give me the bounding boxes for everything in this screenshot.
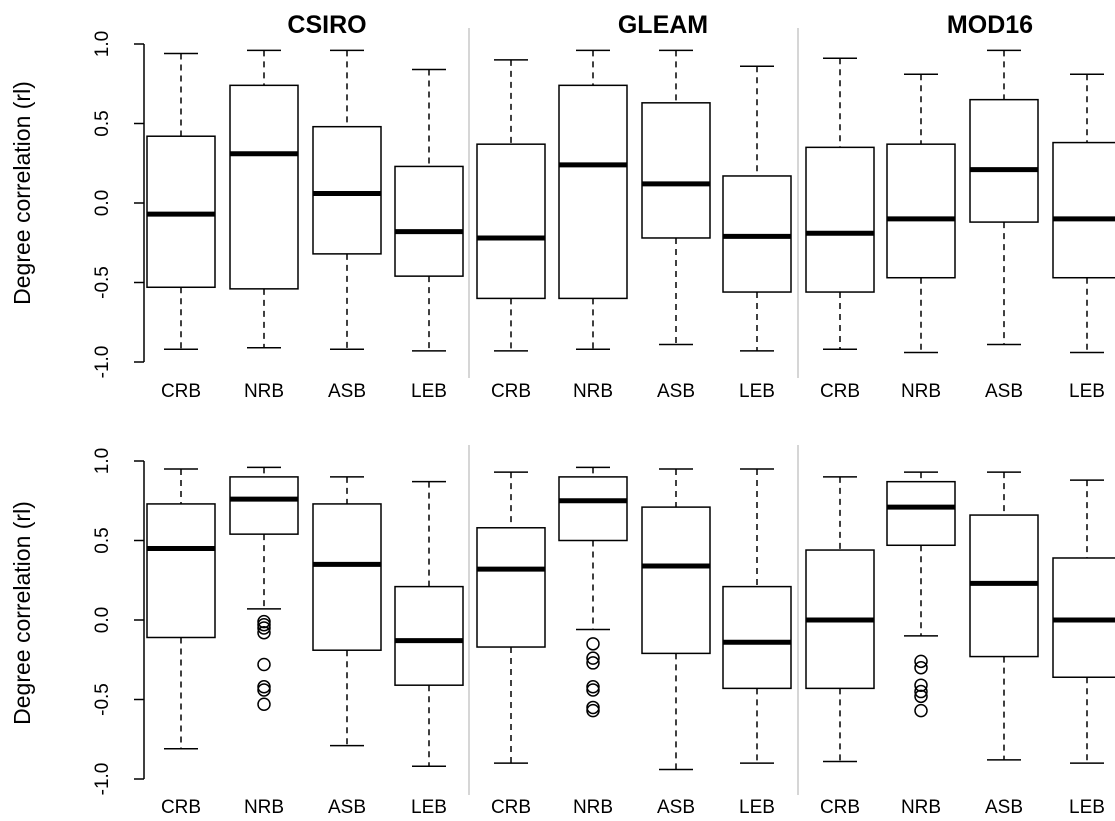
category-label: NRB	[244, 381, 284, 402]
outlier-point	[914, 678, 928, 692]
outlier-point	[914, 689, 928, 704]
outlier-point	[257, 618, 271, 632]
category-label: NRB	[573, 381, 613, 402]
y-axis-label-bottom: Degree correlation (rl)	[9, 501, 35, 725]
box	[312, 125, 382, 255]
y-tick-label: -1.0	[92, 763, 113, 796]
outlier-point	[914, 684, 928, 699]
outlier-point	[914, 660, 928, 675]
category-label: CRB	[161, 381, 201, 402]
category-label: LEB	[411, 797, 447, 818]
box	[146, 503, 216, 639]
outlier-point	[586, 703, 600, 718]
box	[805, 146, 875, 293]
category-label: NRB	[901, 797, 941, 818]
category-label: LEB	[739, 797, 775, 818]
category-label: LEB	[1069, 381, 1105, 402]
box	[969, 98, 1039, 223]
category-label: CRB	[820, 797, 860, 818]
box	[229, 84, 299, 290]
category-label: CRB	[491, 797, 531, 818]
y-tick-label: -0.5	[92, 683, 113, 716]
outlier-point	[257, 697, 271, 712]
panel-title-gleam: GLEAM	[618, 11, 708, 39]
category-label: LEB	[1069, 797, 1105, 818]
outlier-point	[257, 680, 271, 694]
category-label: CRB	[491, 381, 531, 402]
category-label: ASB	[985, 381, 1023, 402]
category-label: ASB	[657, 381, 695, 402]
y-tick-label: 0.5	[92, 527, 113, 553]
box	[558, 476, 628, 542]
outlier-point	[257, 614, 271, 629]
box	[722, 585, 792, 690]
box	[886, 143, 956, 279]
panel-title-csiro: CSIRO	[287, 11, 366, 39]
category-label: ASB	[328, 381, 366, 402]
box	[886, 480, 956, 547]
y-tick-label: -1.0	[92, 346, 113, 379]
y-tick-label: 1.0	[92, 448, 113, 474]
y-tick-label: 1.0	[92, 31, 113, 57]
category-label: CRB	[820, 381, 860, 402]
box	[641, 506, 711, 655]
y-tick-label: 0.5	[92, 110, 113, 136]
outlier-point	[914, 703, 928, 718]
plot-area: -1.0 -0.5 0.0 0.5 1.0 CRB NRB ASB LEB CRB NRB ASB LE…	[92, 28, 1115, 818]
category-label: ASB	[657, 797, 695, 818]
outlier-point	[257, 621, 271, 635]
box	[394, 165, 464, 277]
box	[229, 476, 299, 535]
outlier-point	[586, 656, 600, 670]
box	[1052, 141, 1115, 279]
category-label: LEB	[739, 381, 775, 402]
outlier-point	[914, 654, 928, 669]
box	[394, 585, 464, 686]
y-tick-label: 0.0	[92, 607, 113, 633]
box	[476, 527, 546, 648]
y-tick-label: 0.0	[92, 190, 113, 216]
box	[312, 503, 382, 651]
outlier-point	[586, 680, 600, 694]
outlier-point	[586, 637, 600, 651]
category-label: ASB	[328, 797, 366, 818]
box	[558, 84, 628, 300]
y-axis-label-top: Degree correlation (rl)	[9, 81, 35, 305]
category-label: LEB	[411, 381, 447, 402]
category-label: NRB	[244, 797, 284, 818]
y-tick-label: -0.5	[92, 266, 113, 299]
outlier-point	[586, 683, 600, 697]
panel-title-mod16: MOD16	[947, 11, 1033, 39]
outlier-point	[586, 651, 600, 665]
outlier-point	[257, 683, 271, 697]
category-label: ASB	[985, 797, 1023, 818]
box	[476, 143, 546, 300]
outlier-point	[586, 700, 600, 715]
category-label: NRB	[573, 797, 613, 818]
category-label: NRB	[901, 381, 941, 402]
outlier-point	[257, 657, 271, 672]
outlier-point	[257, 625, 271, 640]
box	[641, 102, 711, 239]
category-label: CRB	[161, 797, 201, 818]
